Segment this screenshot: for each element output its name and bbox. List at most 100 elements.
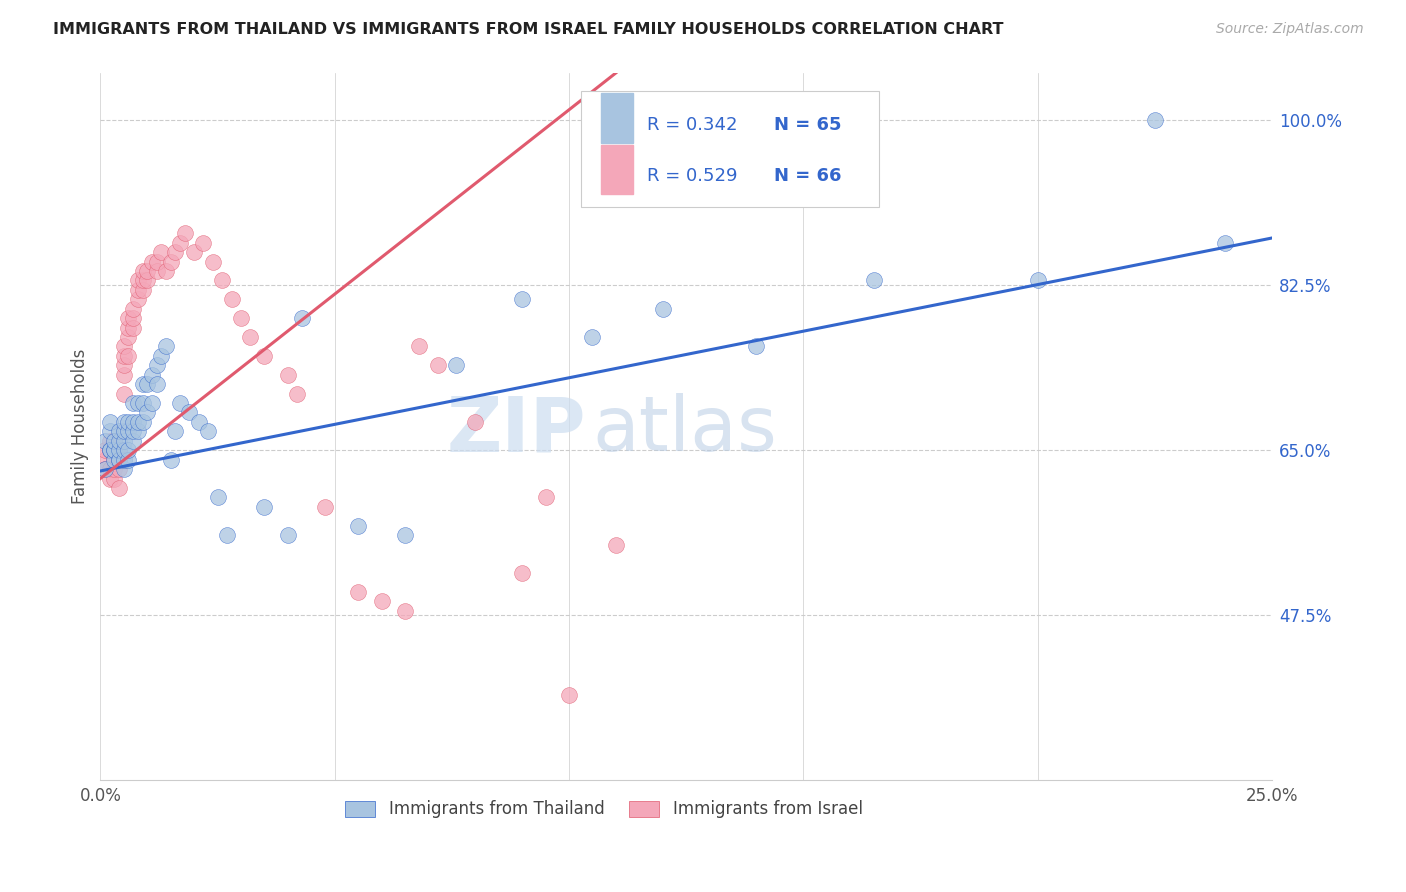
Point	[122, 434, 145, 448]
Point	[98, 443, 121, 458]
Point	[131, 283, 153, 297]
Point	[94, 443, 117, 458]
Point	[291, 311, 314, 326]
Point	[108, 481, 131, 495]
Point	[211, 273, 233, 287]
Point	[277, 368, 299, 382]
Point	[145, 254, 167, 268]
Point	[141, 368, 163, 382]
Point	[103, 452, 125, 467]
Point	[145, 264, 167, 278]
Point	[108, 443, 131, 458]
Point	[370, 594, 392, 608]
Point	[94, 462, 117, 476]
Point	[131, 415, 153, 429]
Text: R = 0.342: R = 0.342	[647, 116, 738, 134]
Point	[1026, 273, 1049, 287]
Point	[112, 425, 135, 439]
Text: Source: ZipAtlas.com: Source: ZipAtlas.com	[1216, 22, 1364, 37]
Point	[112, 386, 135, 401]
Point	[112, 368, 135, 382]
Point	[201, 254, 224, 268]
Point	[136, 405, 159, 419]
Point	[127, 396, 149, 410]
Text: ZIP: ZIP	[447, 393, 586, 467]
Point	[122, 396, 145, 410]
Point	[108, 452, 131, 467]
Point	[103, 471, 125, 485]
Point	[98, 471, 121, 485]
Point	[112, 462, 135, 476]
Point	[169, 235, 191, 250]
Point	[277, 528, 299, 542]
Point	[221, 293, 243, 307]
Point	[98, 425, 121, 439]
Point	[394, 528, 416, 542]
Point	[112, 415, 135, 429]
Point	[141, 396, 163, 410]
Point	[605, 537, 627, 551]
Point	[136, 264, 159, 278]
Point	[187, 415, 209, 429]
Point	[159, 254, 181, 268]
Point	[103, 443, 125, 458]
Point	[98, 443, 121, 458]
Point	[122, 415, 145, 429]
Point	[117, 425, 139, 439]
Point	[117, 349, 139, 363]
Point	[112, 434, 135, 448]
Point	[117, 320, 139, 334]
Point	[581, 330, 603, 344]
Point	[103, 434, 125, 448]
Point	[165, 245, 187, 260]
Point	[108, 452, 131, 467]
Point	[745, 339, 768, 353]
Point	[103, 452, 125, 467]
Point	[150, 349, 173, 363]
Point	[117, 311, 139, 326]
Point	[239, 330, 262, 344]
Point	[193, 235, 215, 250]
Point	[1143, 113, 1166, 128]
Point	[103, 443, 125, 458]
Point	[131, 273, 153, 287]
Point	[510, 566, 533, 580]
Point	[122, 311, 145, 326]
Point	[347, 518, 370, 533]
Point	[122, 320, 145, 334]
Point	[127, 293, 149, 307]
Point	[1213, 235, 1236, 250]
Point	[207, 491, 229, 505]
Point	[112, 339, 135, 353]
Point	[117, 452, 139, 467]
Point	[108, 462, 131, 476]
Point	[155, 339, 177, 353]
Point	[127, 415, 149, 429]
Point	[94, 434, 117, 448]
Point	[117, 415, 139, 429]
Point	[108, 443, 131, 458]
Point	[112, 452, 135, 467]
Point	[112, 443, 135, 458]
Point	[98, 415, 121, 429]
Point	[141, 254, 163, 268]
Point	[173, 227, 195, 241]
Point	[159, 452, 181, 467]
Point	[314, 500, 336, 514]
Point	[215, 528, 238, 542]
Point	[179, 405, 201, 419]
Point	[165, 425, 187, 439]
Point	[145, 359, 167, 373]
Point	[103, 462, 125, 476]
Point	[117, 443, 139, 458]
Text: atlas: atlas	[592, 393, 778, 467]
Point	[127, 283, 149, 297]
Point	[136, 273, 159, 287]
Point	[183, 245, 205, 260]
Point	[426, 359, 449, 373]
Point	[98, 434, 121, 448]
Point	[285, 386, 308, 401]
Point	[155, 264, 177, 278]
Point	[534, 491, 557, 505]
Point	[122, 425, 145, 439]
